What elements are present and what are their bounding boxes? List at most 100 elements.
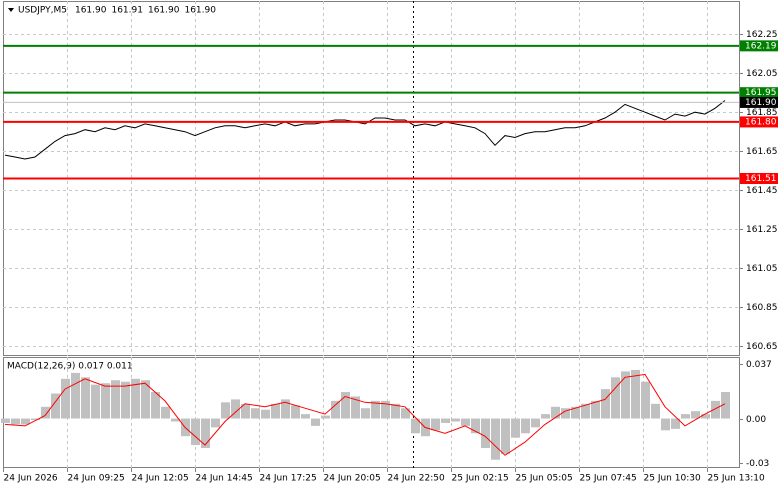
x-tick-label: 25 Jun 10:30: [644, 474, 701, 484]
macd-bar: [391, 403, 400, 419]
ohlc-value: 161.91: [111, 6, 143, 16]
macd-bar: [491, 418, 500, 460]
macd-bar: [211, 418, 220, 428]
macd-bar: [661, 418, 670, 431]
y-tick-label: 161.25: [746, 225, 778, 235]
level-label-box: [740, 116, 778, 128]
y-tick-label: 162.25: [746, 30, 778, 40]
x-tick-label: 24 Jun 2026: [4, 474, 58, 484]
macd-title: MACD(12,26,9) 0.017 0.011: [7, 362, 133, 372]
macd-bar: [301, 414, 310, 419]
macd-bar: [111, 380, 120, 419]
macd-bar: [331, 400, 340, 419]
y-tick-label: 160.85: [746, 303, 778, 313]
macd-bar: [321, 415, 330, 419]
ohlc-value: 161.90: [148, 6, 180, 16]
macd-bar: [221, 402, 230, 419]
symbol-title: USDJPY,M5: [18, 6, 67, 16]
macd-bar: [21, 418, 30, 425]
macd-bar: [511, 418, 520, 438]
macd-bar: [571, 406, 580, 419]
level-label-box: [740, 87, 778, 99]
macd-bar: [41, 406, 50, 419]
macd-bar: [371, 400, 380, 419]
macd-bar: [501, 418, 510, 454]
macd-bar: [401, 408, 410, 419]
macd-bar: [261, 409, 270, 419]
macd-bar: [651, 403, 660, 419]
level-label: 161.95: [745, 88, 777, 98]
macd-bar: [521, 418, 530, 434]
macd-bar: [481, 418, 490, 448]
current-price-label: 161.90: [745, 98, 777, 108]
macd-bar: [271, 403, 280, 419]
macd-bar: [121, 381, 130, 419]
x-tick-label: 24 Jun 14:45: [196, 474, 253, 484]
y-tick-label: 161.05: [746, 264, 778, 274]
y-tick-label: 161.85: [746, 108, 778, 118]
x-tick-label: 25 Jun 05:05: [516, 474, 573, 484]
level-label-box: [740, 173, 778, 184]
macd-bar: [251, 408, 260, 419]
x-tick-label: 24 Jun 12:05: [132, 474, 189, 484]
macd-bar: [341, 392, 350, 419]
macd-bar: [101, 383, 110, 419]
y-tick-label: 160.65: [746, 342, 778, 352]
x-tick-label: 24 Jun 09:25: [68, 474, 125, 484]
x-tick-label: 25 Jun 13:10: [708, 474, 765, 484]
macd-bar: [441, 418, 450, 423]
x-tick-label: 24 Jun 17:25: [260, 474, 317, 484]
macd-bar: [231, 399, 240, 419]
macd-bar: [161, 406, 170, 419]
x-tick-label: 24 Jun 20:05: [324, 474, 381, 484]
macd-bar: [691, 411, 700, 419]
ohlc-value: 161.90: [75, 6, 107, 16]
macd-bar: [711, 400, 720, 419]
x-tick-label: 25 Jun 07:45: [580, 474, 637, 484]
signal-line: [4, 373, 726, 456]
macd-bar: [171, 418, 180, 422]
macd-bar: [701, 414, 710, 419]
macd-bar: [381, 400, 390, 419]
macd-bar: [591, 400, 600, 419]
macd-bar: [621, 371, 630, 419]
macd-bar: [81, 377, 90, 419]
macd-bar: [201, 418, 210, 448]
level-label-box: [740, 40, 778, 52]
macd-bar: [191, 418, 200, 446]
macd-bar: [611, 377, 620, 419]
macd-bar: [541, 414, 550, 419]
current-price-box: [740, 96, 778, 108]
macd-bar: [641, 381, 650, 419]
macd-bar: [291, 405, 300, 419]
level-label: 162.19: [745, 41, 777, 51]
macd-bar: [151, 392, 160, 419]
macd-bar: [131, 378, 140, 419]
x-tick-label: 25 Jun 02:15: [452, 474, 509, 484]
macd-bar: [1, 418, 10, 423]
macd-bar: [581, 403, 590, 419]
level-label: 161.80: [745, 117, 777, 127]
macd-bar: [351, 396, 360, 419]
x-tick-label: 24 Jun 22:50: [388, 474, 445, 484]
y-tick-label: 161.65: [746, 147, 778, 157]
macd-bar: [11, 418, 20, 425]
y-tick-label: 0.00: [746, 415, 766, 425]
macd-bar: [721, 392, 730, 419]
macd-bar: [601, 389, 610, 419]
y-tick-label: -0.03: [746, 459, 769, 469]
macd-bar: [561, 408, 570, 419]
menu-arrow[interactable]: [8, 8, 14, 12]
y-tick-label: 161.45: [746, 186, 778, 196]
macd-bar: [311, 418, 320, 426]
macd-bar: [91, 384, 100, 419]
y-tick-label: 0.037: [746, 360, 772, 370]
macd-bar: [531, 418, 540, 428]
macd-bar: [61, 378, 70, 419]
macd-bar: [471, 418, 480, 434]
price-line: [4, 100, 726, 160]
macd-bar: [431, 418, 440, 431]
